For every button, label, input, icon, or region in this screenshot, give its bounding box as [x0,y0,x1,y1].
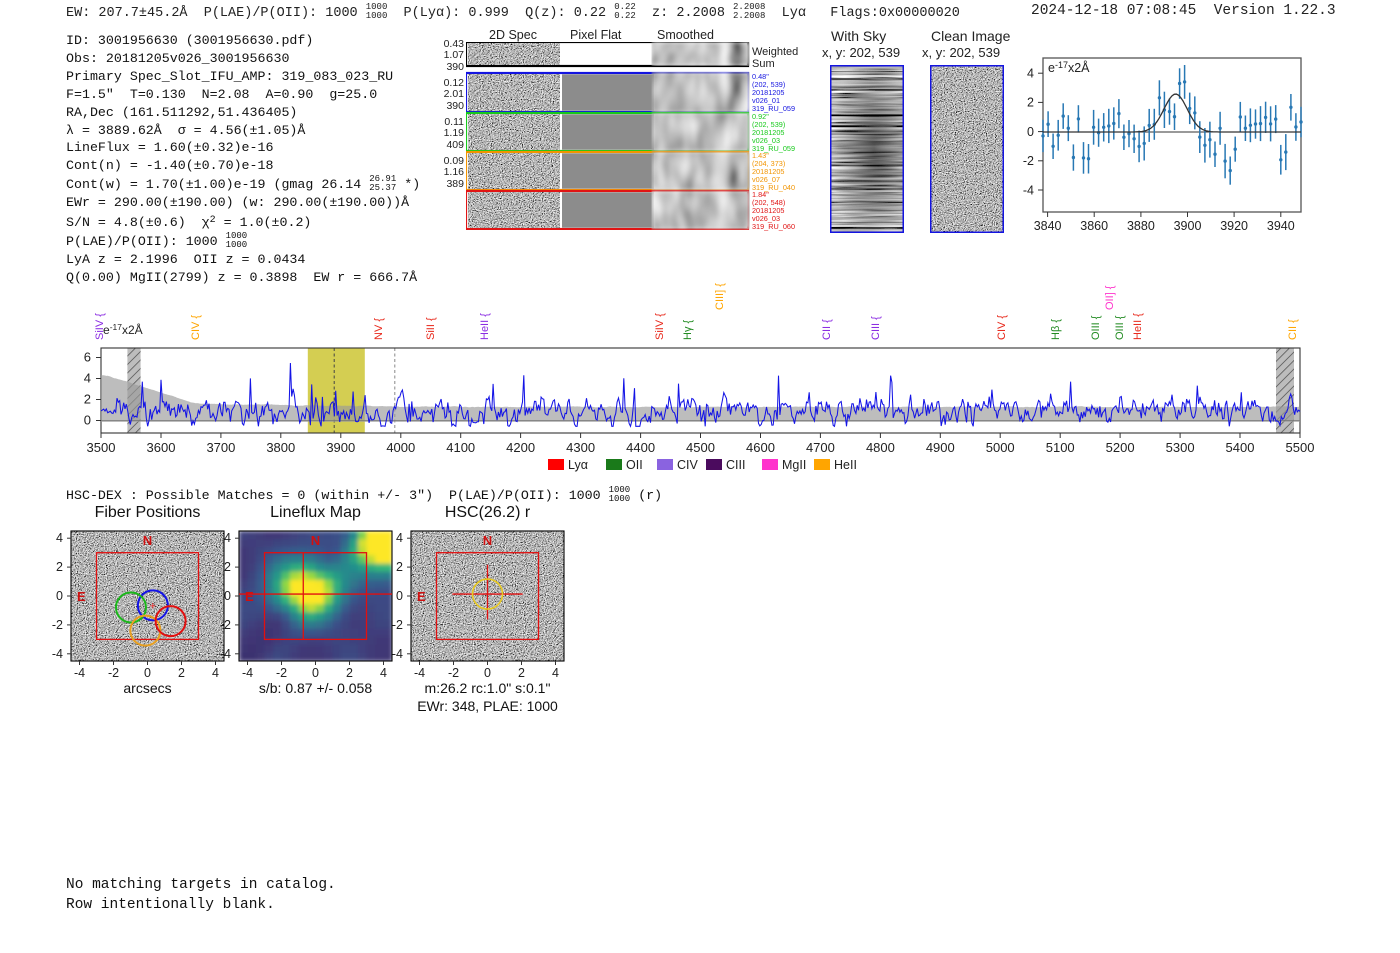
svg-text:2: 2 [224,560,231,574]
svg-text:+: + [150,600,156,612]
svg-text:0: 0 [144,666,151,680]
svg-text:E: E [417,589,426,604]
svg-text:2: 2 [518,666,525,680]
svg-text:-4: -4 [392,647,403,661]
svg-text:0: 0 [224,589,231,603]
svg-text:0: 0 [312,666,319,680]
svg-text:N: N [483,533,492,548]
svg-text:-2: -2 [392,618,403,632]
svg-text:2: 2 [346,666,353,680]
svg-text:-4: -4 [414,666,425,680]
svg-text:-2: -2 [108,666,119,680]
svg-text:4: 4 [224,531,231,545]
svg-text:HSC(26.2) r: HSC(26.2) r [445,504,531,521]
svg-text:0: 0 [56,589,63,603]
svg-text:-2: -2 [448,666,459,680]
svg-text:E: E [77,589,86,604]
svg-text:4: 4 [212,666,219,680]
svg-text:Fiber Positions: Fiber Positions [95,504,201,521]
svg-text:2: 2 [178,666,185,680]
svg-text:m:26.2 rc:1.0" s:0.1": m:26.2 rc:1.0" s:0.1" [425,680,551,696]
svg-text:-2: -2 [276,666,287,680]
svg-text:0: 0 [484,666,491,680]
svg-text:2: 2 [56,560,63,574]
svg-text:Lineflux Map: Lineflux Map [270,504,361,521]
svg-text:N: N [143,533,152,548]
svg-text:-4: -4 [220,647,231,661]
svg-text:-2: -2 [220,618,231,632]
svg-text:4: 4 [552,666,559,680]
svg-text:-4: -4 [52,647,63,661]
svg-text:4: 4 [380,666,387,680]
svg-text:0: 0 [396,589,403,603]
svg-text:s/b: 0.87 +/- 0.058: s/b: 0.87 +/- 0.058 [259,680,372,696]
svg-text:-4: -4 [242,666,253,680]
svg-text:2: 2 [396,560,403,574]
svg-text:-4: -4 [74,666,85,680]
svg-text:arcsecs: arcsecs [123,680,171,696]
svg-text:E: E [245,589,254,604]
svg-text:4: 4 [396,531,403,545]
svg-text:EWr: 348, PLAE: 1000: EWr: 348, PLAE: 1000 [417,698,558,714]
svg-text:-2: -2 [52,618,63,632]
svg-text:4: 4 [56,531,63,545]
svg-text:N: N [311,533,320,548]
